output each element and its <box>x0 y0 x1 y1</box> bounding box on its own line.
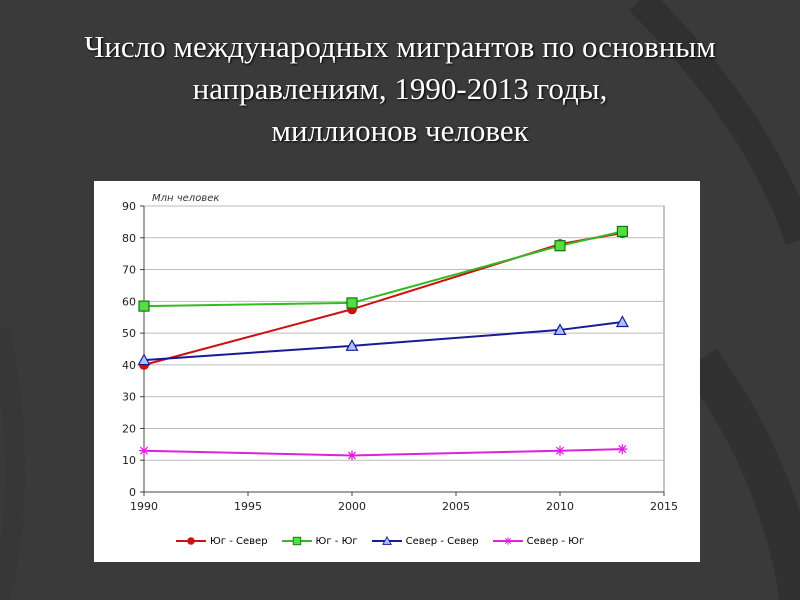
legend-swatch <box>281 536 312 546</box>
data-point <box>346 297 358 309</box>
data-point <box>616 225 629 238</box>
y-tick-label: 90 <box>122 200 136 213</box>
data-point <box>345 339 359 351</box>
y-tick-label: 70 <box>122 264 136 277</box>
series-3 <box>137 315 629 366</box>
y-tick-label: 30 <box>122 391 136 404</box>
grid <box>143 205 665 493</box>
y-tick-label: 10 <box>122 454 136 467</box>
x-tick-label: 1995 <box>234 500 262 513</box>
x-tick-label: 2010 <box>546 500 574 513</box>
chart-panel: 0 10 20 30 40 50 60 70 80 90 1990 1995 2000 2005 2010 2… <box>94 181 700 562</box>
x-tick-label: 2015 <box>650 500 678 513</box>
legend-item: Север - Юг <box>492 535 585 547</box>
x-tick-label: 1990 <box>130 500 158 513</box>
series-line <box>143 230 623 308</box>
data-point <box>553 323 567 336</box>
legend-marker <box>292 536 301 546</box>
legend-swatch <box>176 537 206 545</box>
y-tick-label: 0 <box>129 486 136 499</box>
title-line-1: Число международных мигрантов по основны… <box>84 29 716 64</box>
title-line-3: миллионов человек <box>271 113 529 148</box>
chart-legend: Юг - Север Юг - Юг Север - Север Север - Юг <box>176 533 584 549</box>
series-layer <box>137 225 629 461</box>
legend-item: Юг - Север <box>176 536 268 547</box>
axes: 0 10 20 30 40 50 60 70 80 90 1990 1995 2000 2005 2010 2… <box>122 200 678 513</box>
legend-marker <box>381 536 392 545</box>
data-point <box>137 353 151 366</box>
data-point <box>615 315 629 328</box>
legend-label: Север - Север <box>405 535 479 547</box>
legend-label: Юг - Север <box>210 535 268 547</box>
series-line <box>143 448 623 457</box>
legend-marker <box>503 537 512 545</box>
plot-area <box>143 205 665 493</box>
data-point <box>617 444 628 455</box>
y-tick-label: 20 <box>122 422 136 435</box>
data-point <box>139 445 149 456</box>
series-2 <box>138 225 629 312</box>
slide-title: Число международных мигрантов по основны… <box>20 26 780 152</box>
legend-marker <box>187 537 195 545</box>
line-chart: 0 10 20 30 40 50 60 70 80 90 1990 1995 2000 2005 2010 2… <box>122 193 678 513</box>
y-tick-label: 80 <box>122 232 136 245</box>
y-tick-label: 50 <box>122 327 136 340</box>
y-axis-label: Млн человек <box>152 193 219 204</box>
legend-label: Юг - Юг <box>315 535 358 547</box>
x-tick-label: 2005 <box>442 500 470 513</box>
title-line-2: направлениям, 1990-2013 годы, <box>192 71 608 106</box>
legend-swatch <box>371 536 402 545</box>
data-point <box>555 445 565 456</box>
legend-swatch <box>492 537 523 545</box>
legend-label: Север - Юг <box>526 535 585 547</box>
data-point <box>554 240 566 252</box>
legend-item: Север - Север <box>371 535 479 547</box>
series-4 <box>139 444 628 461</box>
y-tick-label: 60 <box>122 295 136 308</box>
series-line <box>143 320 623 362</box>
data-point <box>347 450 357 461</box>
legend-item: Юг - Юг <box>281 535 358 547</box>
x-tick-label: 2000 <box>338 500 366 513</box>
data-point <box>138 300 150 312</box>
y-tick-label: 40 <box>122 359 136 372</box>
